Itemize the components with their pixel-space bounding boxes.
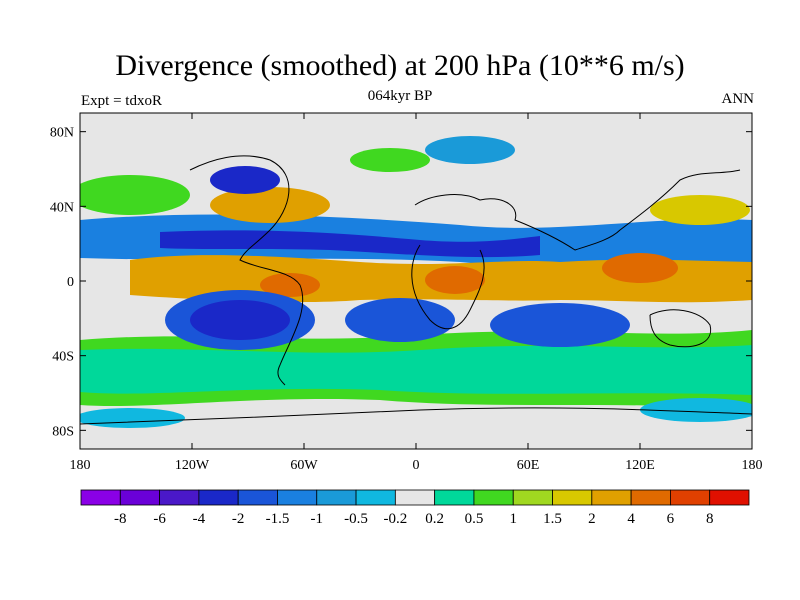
- colorbar-swatch: [198, 489, 239, 506]
- colorbar-label: 4: [627, 511, 635, 527]
- colorbar-swatch: [277, 489, 318, 506]
- lon-tick-label: 120W: [175, 458, 210, 473]
- colorbar-label: -1.5: [266, 511, 290, 527]
- colorbar-label: 1: [509, 511, 517, 527]
- west-pacific-divergence: [650, 195, 750, 225]
- colorbar-label: -2: [232, 511, 245, 527]
- lat-tick-label: 0: [67, 275, 74, 290]
- colorbar-swatch: [355, 489, 396, 506]
- colorbar-label: 0.5: [465, 511, 484, 527]
- south-atlantic-convergence: [345, 298, 455, 342]
- lon-tick-label: 120E: [625, 458, 655, 473]
- colorbar-swatch: [670, 489, 711, 506]
- colorbar-swatch: [394, 489, 436, 506]
- lat-tick-label: 80N: [50, 126, 74, 141]
- colorbar-swatch: [473, 489, 514, 506]
- colorbar-swatch: [159, 489, 200, 506]
- lon-tick-label: 180: [742, 458, 763, 473]
- colorbar-swatch: [512, 489, 553, 506]
- colorbar-label: 8: [706, 511, 714, 527]
- colorbar: -8 -6 -4 -2 -1.5 -1 -0.5 -0.2 0.2 0.5 1 1.5 2 4 6 8: [80, 489, 750, 527]
- colorbar-label: -1: [311, 511, 324, 527]
- lon-tick-label: 180: [70, 458, 91, 473]
- colorbar-label: 6: [667, 511, 675, 527]
- colorbar-swatch: [591, 489, 632, 506]
- amazon-divergence-max: [260, 273, 320, 297]
- colorbar-swatch: [316, 489, 357, 506]
- africa-divergence-max: [425, 266, 485, 294]
- colorbar-swatch: [119, 489, 160, 506]
- lat-tick-label: 40S: [52, 350, 74, 365]
- colorbar-label: -4: [193, 511, 206, 527]
- colorbar-swatch: [434, 489, 475, 506]
- tropical-strong-convergence: [160, 230, 540, 258]
- colorbar-swatch: [552, 489, 593, 506]
- colorbar-swatch: [709, 489, 750, 506]
- colorbar-label: -0.5: [344, 511, 368, 527]
- latitude-axis: 80N 40N 0 40S 80S: [50, 126, 752, 439]
- map-title: Divergence (smoothed) at 200 hPa (10**6 …: [115, 49, 685, 82]
- colorbar-swatch: [630, 489, 671, 506]
- arctic-convergence: [210, 166, 280, 194]
- colorbar-label: 1.5: [543, 511, 562, 527]
- map-subtitle: 064kyr BP: [367, 88, 433, 104]
- north-pacific-band: [80, 175, 190, 215]
- southern-band-inner: [80, 345, 752, 395]
- lon-tick-label: 60W: [290, 458, 318, 473]
- north-atlantic-divergence: [210, 187, 330, 223]
- colorbar-label: -0.2: [383, 511, 407, 527]
- divergence-field: [80, 113, 752, 449]
- coastlines: [80, 155, 752, 425]
- lat-tick-label: 80S: [52, 424, 74, 439]
- lat-tick-label: 40N: [50, 200, 74, 215]
- maritime-continent-divergence-max: [602, 253, 678, 283]
- colorbar-label: -8: [114, 511, 127, 527]
- colorbar-label: -6: [153, 511, 166, 527]
- lon-tick-label: 60E: [517, 458, 540, 473]
- colorbar-label: 2: [588, 511, 596, 527]
- colorbar-label: 0.2: [425, 511, 444, 527]
- longitude-axis: 180 120W 60W 0 60E 120E 180: [70, 113, 763, 473]
- south-indian-convergence: [490, 303, 630, 347]
- colorbar-swatch: [237, 489, 278, 506]
- experiment-label: Expt = tdxoR: [81, 93, 162, 109]
- season-label: ANN: [721, 91, 755, 107]
- colorbar-swatch: [80, 489, 121, 506]
- lon-tick-label: 0: [413, 458, 420, 473]
